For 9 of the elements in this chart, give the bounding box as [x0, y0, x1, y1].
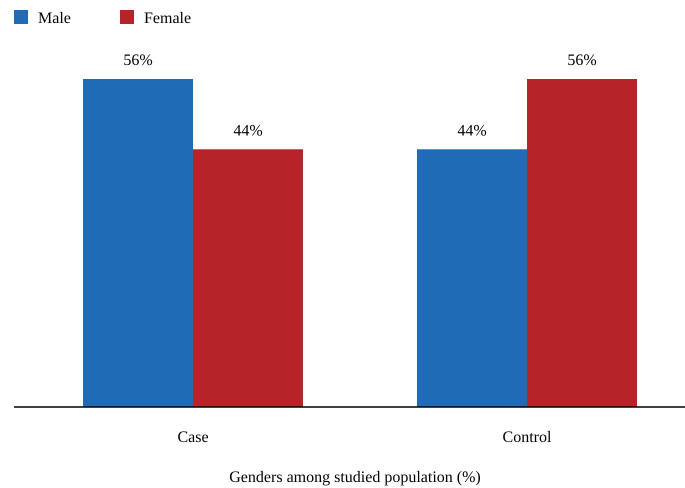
data-label: 44% — [233, 122, 263, 140]
x-tick-label: Case — [177, 429, 209, 446]
data-label: 56% — [123, 52, 153, 69]
data-label: 44% — [457, 122, 487, 140]
legend-label: Female — [144, 10, 192, 27]
legend-label: Male — [38, 10, 71, 27]
x-axis-title: Genders among studied population (%) — [229, 469, 481, 486]
x-tick-label: Control — [502, 429, 552, 446]
data-label: 56% — [567, 52, 597, 69]
